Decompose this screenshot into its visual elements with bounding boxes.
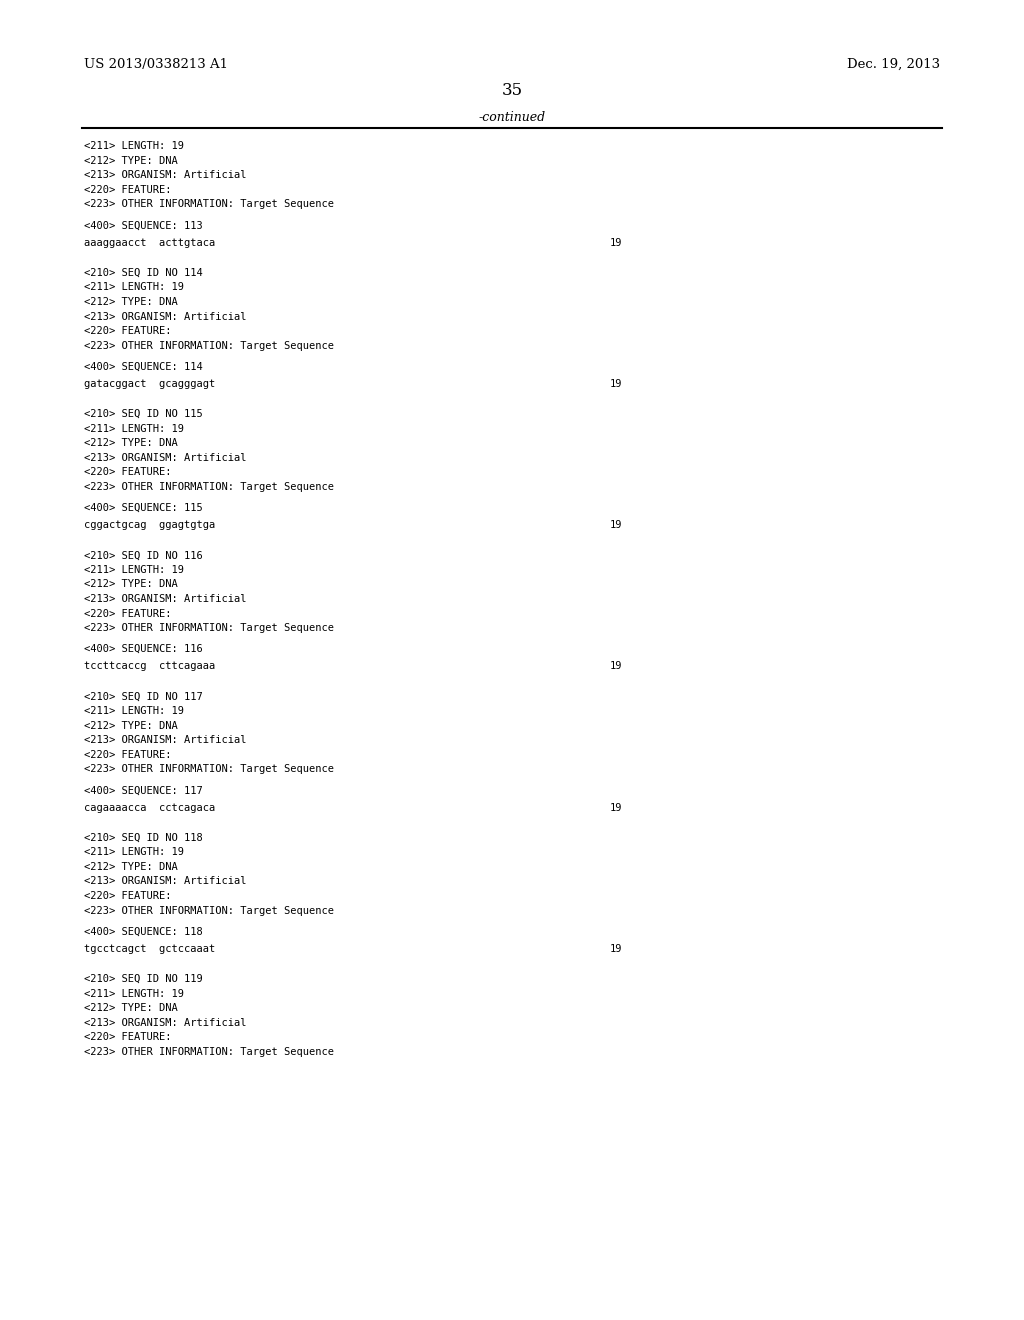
Text: cagaaaacca  cctcagaca: cagaaaacca cctcagaca [84, 803, 215, 813]
Text: <212> TYPE: DNA: <212> TYPE: DNA [84, 156, 178, 166]
Text: <210> SEQ ID NO 118: <210> SEQ ID NO 118 [84, 833, 203, 843]
Text: <210> SEQ ID NO 119: <210> SEQ ID NO 119 [84, 974, 203, 985]
Text: 19: 19 [609, 944, 622, 954]
Text: <213> ORGANISM: Artificial: <213> ORGANISM: Artificial [84, 594, 247, 605]
Text: <213> ORGANISM: Artificial: <213> ORGANISM: Artificial [84, 876, 247, 887]
Text: <220> FEATURE:: <220> FEATURE: [84, 326, 171, 337]
Text: <223> OTHER INFORMATION: Target Sequence: <223> OTHER INFORMATION: Target Sequence [84, 482, 334, 492]
Text: tgcctcagct  gctccaaat: tgcctcagct gctccaaat [84, 944, 215, 954]
Text: <212> TYPE: DNA: <212> TYPE: DNA [84, 862, 178, 873]
Text: <211> LENGTH: 19: <211> LENGTH: 19 [84, 424, 184, 434]
Text: <223> OTHER INFORMATION: Target Sequence: <223> OTHER INFORMATION: Target Sequence [84, 764, 334, 775]
Text: gatacggact  gcagggagt: gatacggact gcagggagt [84, 379, 215, 389]
Text: <400> SEQUENCE: 115: <400> SEQUENCE: 115 [84, 503, 203, 513]
Text: 19: 19 [609, 238, 622, 248]
Text: <210> SEQ ID NO 117: <210> SEQ ID NO 117 [84, 692, 203, 702]
Text: 19: 19 [609, 379, 622, 389]
Text: US 2013/0338213 A1: US 2013/0338213 A1 [84, 58, 228, 71]
Text: <220> FEATURE:: <220> FEATURE: [84, 1032, 171, 1043]
Text: <400> SEQUENCE: 116: <400> SEQUENCE: 116 [84, 644, 203, 655]
Text: <223> OTHER INFORMATION: Target Sequence: <223> OTHER INFORMATION: Target Sequence [84, 1047, 334, 1057]
Text: <220> FEATURE:: <220> FEATURE: [84, 609, 171, 619]
Text: <212> TYPE: DNA: <212> TYPE: DNA [84, 721, 178, 731]
Text: <213> ORGANISM: Artificial: <213> ORGANISM: Artificial [84, 312, 247, 322]
Text: <220> FEATURE:: <220> FEATURE: [84, 467, 171, 478]
Text: <211> LENGTH: 19: <211> LENGTH: 19 [84, 847, 184, 858]
Text: <400> SEQUENCE: 114: <400> SEQUENCE: 114 [84, 362, 203, 372]
Text: <220> FEATURE:: <220> FEATURE: [84, 750, 171, 760]
Text: 35: 35 [502, 82, 522, 99]
Text: <400> SEQUENCE: 118: <400> SEQUENCE: 118 [84, 927, 203, 937]
Text: <210> SEQ ID NO 114: <210> SEQ ID NO 114 [84, 268, 203, 279]
Text: <223> OTHER INFORMATION: Target Sequence: <223> OTHER INFORMATION: Target Sequence [84, 199, 334, 210]
Text: <223> OTHER INFORMATION: Target Sequence: <223> OTHER INFORMATION: Target Sequence [84, 906, 334, 916]
Text: tccttcaccg  cttcagaaa: tccttcaccg cttcagaaa [84, 661, 215, 672]
Text: cggactgcag  ggagtgtga: cggactgcag ggagtgtga [84, 520, 215, 531]
Text: <220> FEATURE:: <220> FEATURE: [84, 891, 171, 902]
Text: <211> LENGTH: 19: <211> LENGTH: 19 [84, 141, 184, 152]
Text: <400> SEQUENCE: 113: <400> SEQUENCE: 113 [84, 220, 203, 231]
Text: <211> LENGTH: 19: <211> LENGTH: 19 [84, 706, 184, 717]
Text: <212> TYPE: DNA: <212> TYPE: DNA [84, 1003, 178, 1014]
Text: <213> ORGANISM: Artificial: <213> ORGANISM: Artificial [84, 1018, 247, 1028]
Text: <212> TYPE: DNA: <212> TYPE: DNA [84, 297, 178, 308]
Text: <211> LENGTH: 19: <211> LENGTH: 19 [84, 989, 184, 999]
Text: <213> ORGANISM: Artificial: <213> ORGANISM: Artificial [84, 453, 247, 463]
Text: Dec. 19, 2013: Dec. 19, 2013 [847, 58, 940, 71]
Text: 19: 19 [609, 661, 622, 672]
Text: 19: 19 [609, 520, 622, 531]
Text: 19: 19 [609, 803, 622, 813]
Text: <210> SEQ ID NO 116: <210> SEQ ID NO 116 [84, 550, 203, 561]
Text: <211> LENGTH: 19: <211> LENGTH: 19 [84, 565, 184, 576]
Text: <223> OTHER INFORMATION: Target Sequence: <223> OTHER INFORMATION: Target Sequence [84, 623, 334, 634]
Text: <212> TYPE: DNA: <212> TYPE: DNA [84, 579, 178, 590]
Text: <210> SEQ ID NO 115: <210> SEQ ID NO 115 [84, 409, 203, 420]
Text: -continued: -continued [478, 111, 546, 124]
Text: <400> SEQUENCE: 117: <400> SEQUENCE: 117 [84, 785, 203, 796]
Text: <220> FEATURE:: <220> FEATURE: [84, 185, 171, 195]
Text: <223> OTHER INFORMATION: Target Sequence: <223> OTHER INFORMATION: Target Sequence [84, 341, 334, 351]
Text: <212> TYPE: DNA: <212> TYPE: DNA [84, 438, 178, 449]
Text: <213> ORGANISM: Artificial: <213> ORGANISM: Artificial [84, 170, 247, 181]
Text: <211> LENGTH: 19: <211> LENGTH: 19 [84, 282, 184, 293]
Text: <213> ORGANISM: Artificial: <213> ORGANISM: Artificial [84, 735, 247, 746]
Text: aaaggaacct  acttgtaca: aaaggaacct acttgtaca [84, 238, 215, 248]
